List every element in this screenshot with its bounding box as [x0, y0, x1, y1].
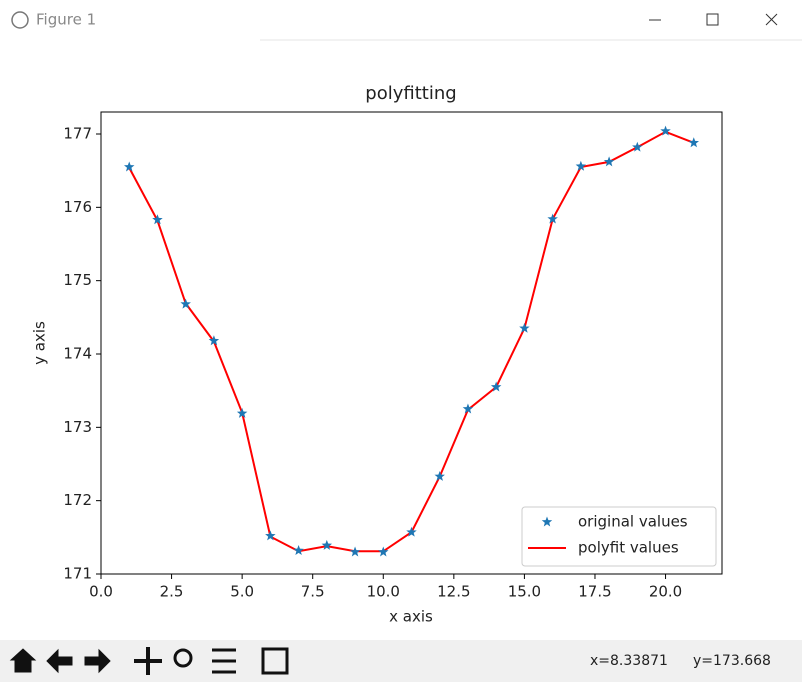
data-point: [208, 335, 220, 346]
data-point: [180, 298, 191, 309]
x-tick-label: 15.0: [508, 583, 541, 601]
close-button[interactable]: [765, 13, 778, 26]
x-tick-label: 0.0: [89, 583, 113, 601]
legend: [521, 506, 717, 567]
back-button[interactable]: [46, 648, 73, 674]
data-point: [519, 322, 530, 333]
data-point: [547, 213, 558, 224]
data-point: [462, 403, 474, 414]
x-tick-label: 10.0: [367, 583, 400, 601]
maximize-button[interactable]: [706, 13, 719, 26]
x-tick-label: 7.5: [301, 583, 325, 601]
data-point: [660, 125, 671, 136]
data-point: [688, 137, 699, 148]
y-axis-label: y axis: [31, 321, 49, 365]
zoom-button[interactable]: [173, 648, 193, 668]
home-button[interactable]: [9, 648, 37, 673]
data-point: [406, 526, 417, 537]
y-tick-label: 172: [63, 491, 92, 509]
x-tick-label: 12.5: [437, 583, 470, 601]
x-axis-label: x axis: [389, 608, 433, 626]
y-tick-label: 175: [63, 271, 92, 289]
forward-button[interactable]: [84, 648, 111, 674]
toolbar-buttons: [9, 647, 289, 675]
toolbar: [0, 640, 802, 682]
legend-label: polyfit values: [578, 539, 679, 557]
data-point: [321, 539, 333, 550]
configure-button[interactable]: [212, 648, 236, 674]
data-point: [434, 470, 445, 481]
window-title: Figure 1: [36, 11, 96, 29]
data-point: [575, 160, 587, 171]
legend-label: original values: [578, 513, 688, 531]
pan-button[interactable]: [134, 647, 162, 675]
data-point: [152, 214, 163, 225]
status-x: x=8.33871: [590, 653, 668, 669]
plot-area: [100, 111, 723, 575]
y-tick-label: 174: [63, 345, 92, 363]
data-point: [293, 545, 304, 555]
data-point: [490, 381, 502, 392]
legend-swatch: [541, 516, 553, 527]
x-tick-label: 2.5: [160, 583, 184, 601]
save-button[interactable]: [261, 647, 289, 675]
y-tick-label: 176: [63, 198, 92, 216]
data-point: [632, 141, 643, 152]
data-point: [349, 546, 361, 557]
data-point: [265, 530, 276, 541]
x-tick-label: 20.0: [649, 583, 682, 601]
data-point: [124, 161, 135, 172]
data-point: [603, 156, 615, 167]
status-y: y=173.668: [693, 653, 771, 669]
app-icon: [11, 11, 29, 29]
y-tick-label: 173: [63, 418, 92, 436]
x-tick-label: 17.5: [578, 583, 611, 601]
data-point: [236, 407, 248, 418]
x-tick-label: 5.0: [230, 583, 254, 601]
chart-title: polyfitting: [365, 83, 456, 104]
data-point: [378, 546, 389, 557]
y-tick-label: 177: [63, 125, 92, 143]
y-tick-label: 171: [63, 565, 92, 583]
